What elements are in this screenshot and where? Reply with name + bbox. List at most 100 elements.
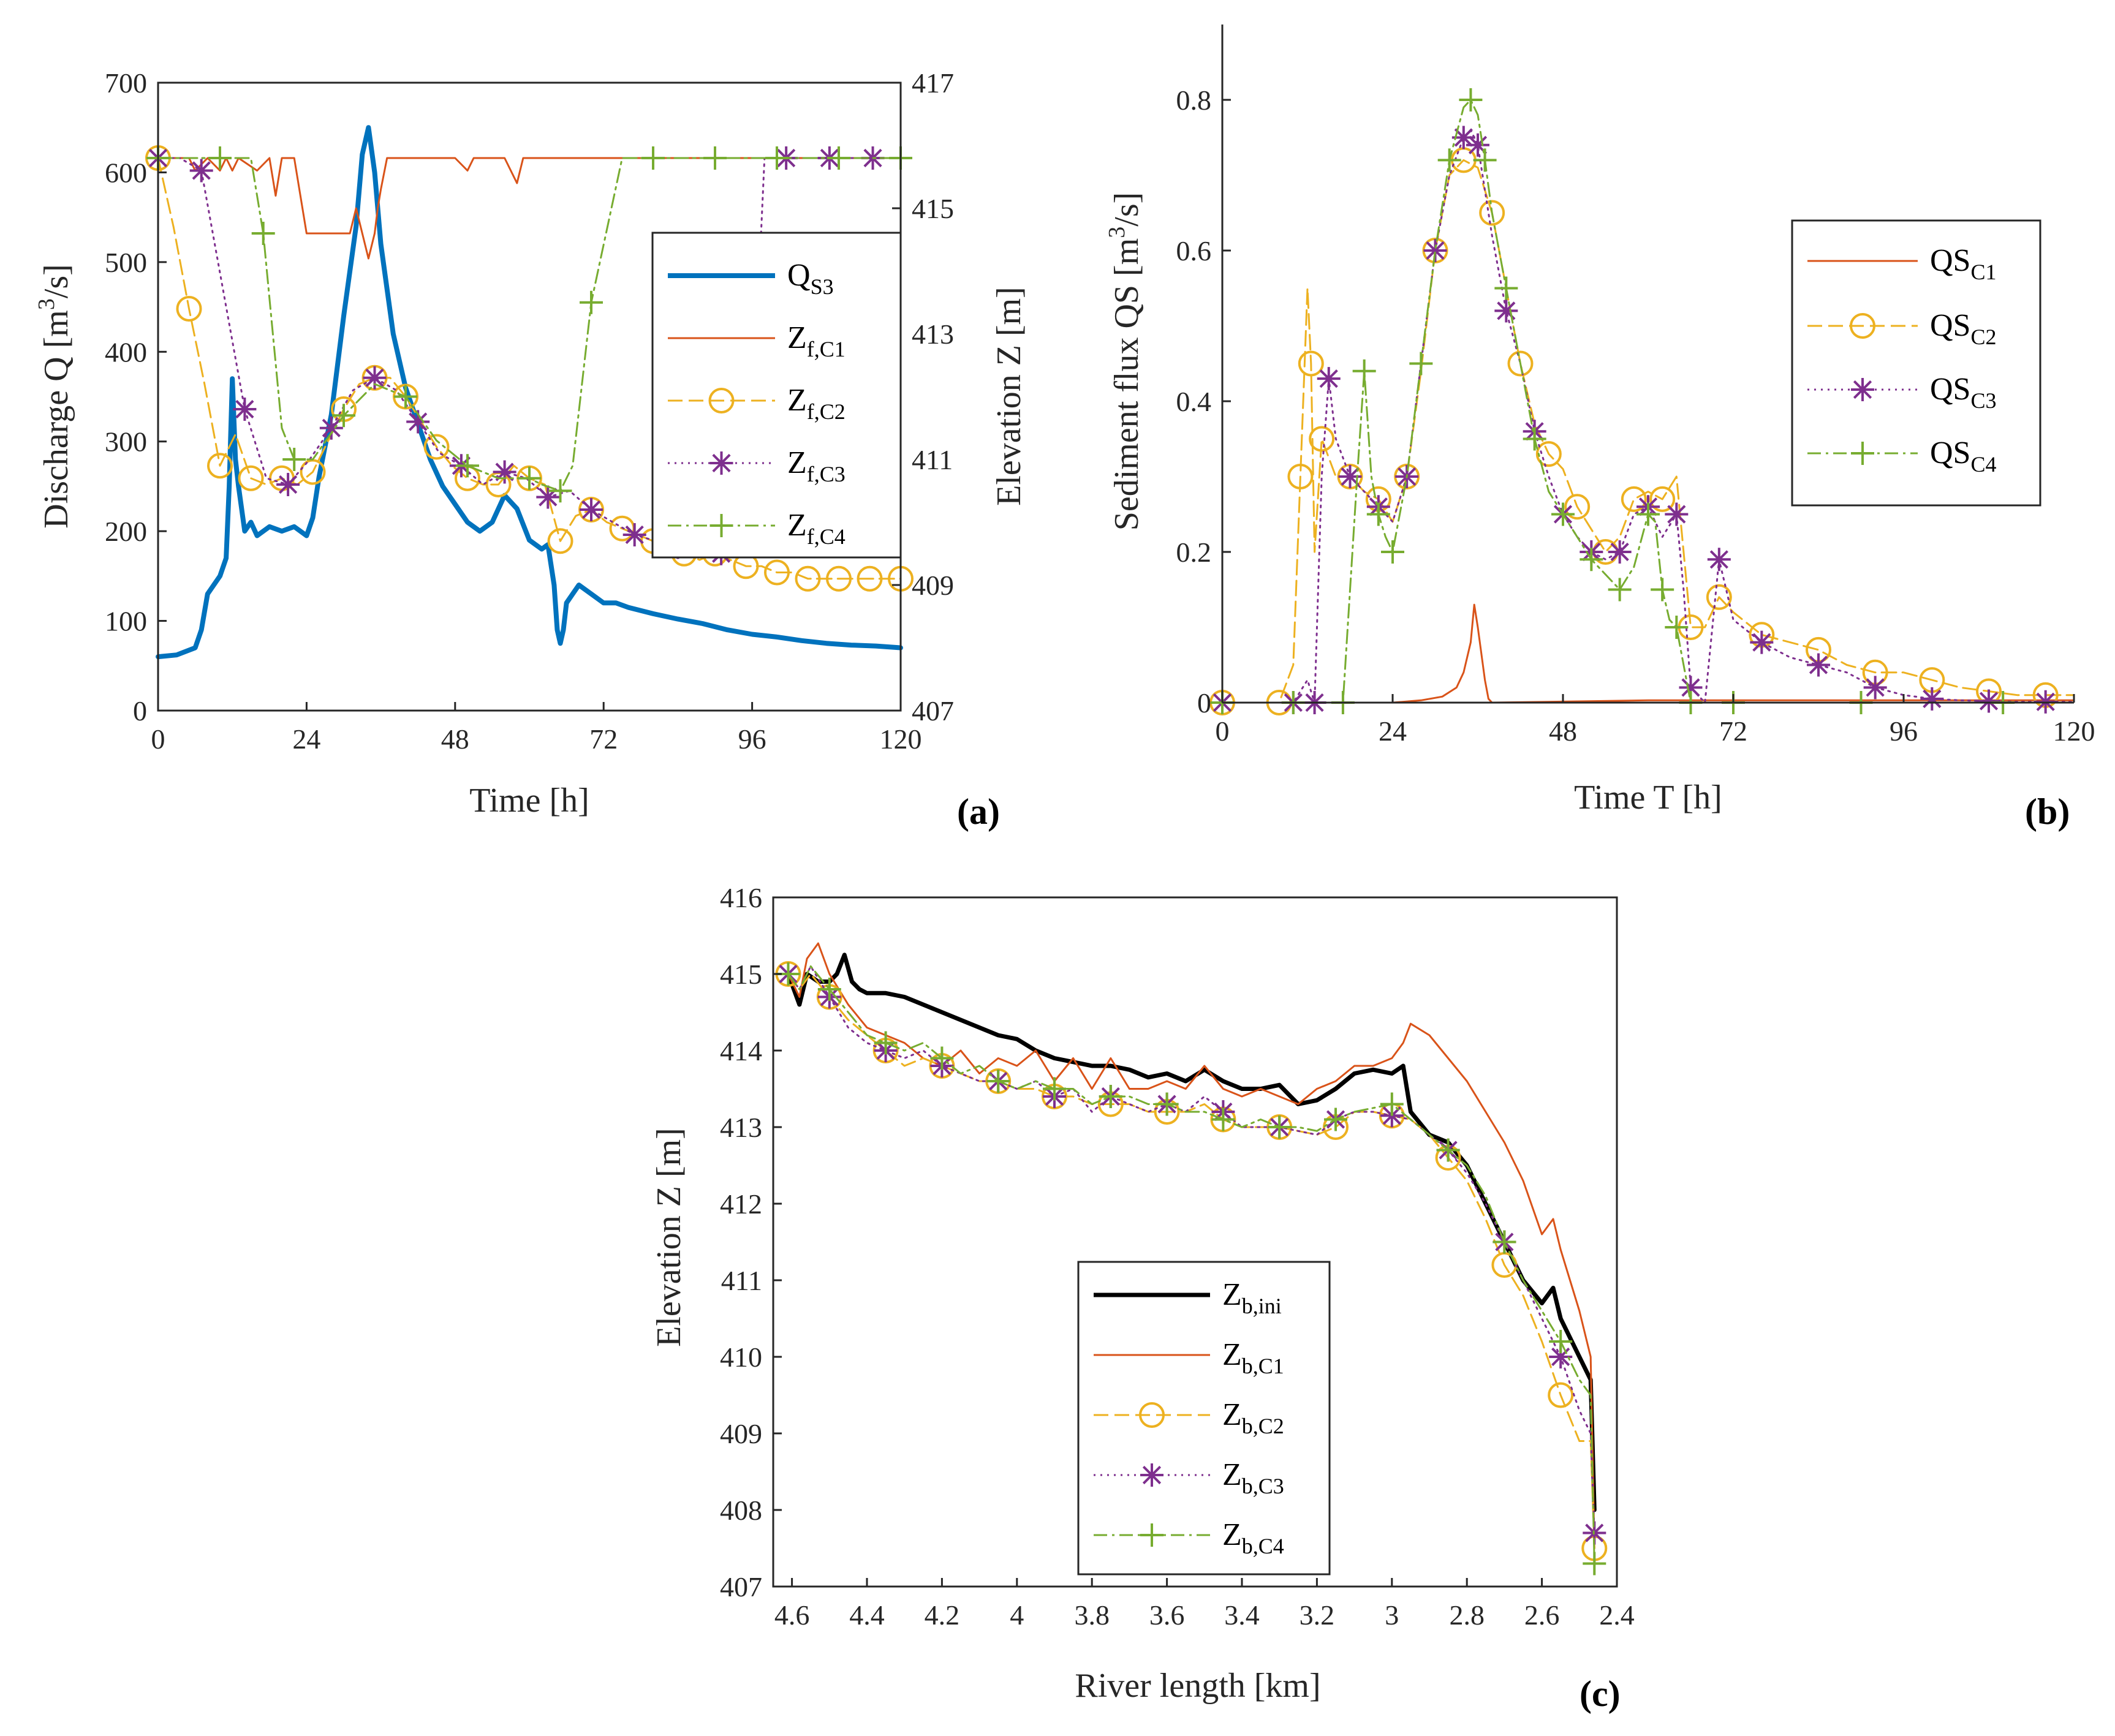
- series-c-ZbC2-line: [787, 973, 1595, 1549]
- panel-b-ytick-label: 0.2: [1176, 537, 1212, 568]
- panel-a-ytick-left-label: 300: [105, 426, 147, 458]
- series-c-ZbC4-marker: [1380, 1092, 1404, 1116]
- panel-c-xtick-label: 3.6: [1149, 1599, 1185, 1631]
- panel-c-xlabel: River length [km]: [1075, 1667, 1320, 1705]
- panel-c-xtick-label: 3: [1385, 1599, 1399, 1631]
- series-b-QSC4-marker: [1459, 88, 1483, 111]
- series-b-QSC2-marker: [1309, 426, 1335, 452]
- panel-a-ytick-left-label: 500: [105, 247, 147, 278]
- series-b-QSC3-marker: [1451, 126, 1475, 149]
- panel-c-ticks: 4.6 4.4 4.2 4 3.8 3.6 3.4 3.2 3 2.8 2.6 2.4 407 408 40…: [720, 882, 1635, 1631]
- series-b-QSC3-marker: [1977, 689, 2000, 713]
- legend-b-QSC2-marker: [1850, 313, 1875, 339]
- series-a-ZfC4-marker: [765, 146, 789, 170]
- series-c-ZbC3-line: [787, 965, 1595, 1534]
- series-b-QSC3-marker: [1665, 502, 1689, 526]
- series-a-ZfC4-marker: [208, 146, 232, 170]
- panel-a-ytick-left-label: 100: [105, 606, 147, 637]
- series-b-QSC4-marker: [1352, 359, 1376, 383]
- series-b-QSC3-marker: [1750, 630, 1774, 654]
- panel-c: 4.6 4.4 4.2 4 3.8 3.6 3.4 3.2 3 2.8 2.6 2.4 407 408 40…: [650, 882, 1635, 1714]
- series-a-ZfC2-marker: [176, 296, 202, 322]
- panel-a-ytick-left-label: 600: [105, 157, 147, 188]
- legend-c-zbc3: Zb,C3: [1222, 1457, 1284, 1498]
- panel-c-ytick-label: 411: [721, 1265, 762, 1296]
- series-c-ZbC4-line: [787, 965, 1595, 1564]
- series-a-ZfC4-marker: [703, 146, 727, 170]
- panel-a-xtick-label: 0: [151, 723, 165, 755]
- panel-a-ytick-right-label: 407: [912, 695, 954, 726]
- series-b-QSC1-line: [1221, 603, 2075, 704]
- panel-c-ytick-label: 408: [720, 1495, 762, 1526]
- series-a-ZfC2-marker: [764, 559, 790, 586]
- series-b-QSC4-marker: [1437, 148, 1461, 172]
- series-a-ZfC3-marker: [363, 366, 387, 390]
- panel-b-ylabel: Sediment flux QS [m3/s]: [1104, 192, 1146, 531]
- series-b-QSC4-marker: [1523, 427, 1546, 451]
- series-c-ZbC4-marker: [1436, 1138, 1460, 1162]
- series-b-QSC2-marker: [1706, 584, 1732, 610]
- panel-c-ytick-label: 415: [720, 959, 762, 990]
- panel-c-ytick-label: 416: [720, 882, 762, 913]
- series-b-QSC4-marker: [1551, 502, 1575, 526]
- legend-a-ZfC3-marker: [709, 451, 733, 475]
- panel-c-xtick-label: 4.4: [849, 1599, 885, 1631]
- series-b-QSC4-marker: [1651, 578, 1674, 602]
- panel-b-legend-box: [1791, 219, 2041, 507]
- series-a-ZfC4-marker: [456, 454, 479, 478]
- panel-c-ytick-label: 412: [720, 1188, 762, 1220]
- series-b-QSC2-marker: [1535, 441, 1562, 467]
- legend-a-zfc2: Zf,C2: [787, 383, 846, 424]
- panel-c-ytick-label: 413: [720, 1112, 762, 1143]
- series-a-ZfC2-marker: [238, 465, 264, 491]
- series-b-QSC2-marker: [1564, 494, 1591, 520]
- series-b-QSC3-marker: [1494, 299, 1518, 323]
- panel-a-ytick-left-label: 200: [105, 516, 147, 547]
- panel-a-ytick-left-label: 0: [133, 695, 147, 726]
- panel-b-label: (b): [2025, 791, 2070, 832]
- panel-b-xtick-label: 24: [1379, 715, 1407, 747]
- series-a-ZfC2-marker: [423, 434, 450, 460]
- series-c-ZbC4-marker: [1211, 1108, 1235, 1131]
- series-b-QSC2-marker: [1298, 350, 1324, 377]
- series-a-ZfC2-marker: [207, 453, 233, 479]
- series-a-ZfC4-marker: [827, 146, 850, 170]
- legend-a-zfc3: Zf,C3: [787, 445, 846, 486]
- series-b-QSC3-marker: [1920, 687, 1944, 711]
- series-a-ZfC3-marker: [406, 410, 430, 434]
- panel-a-ytick-right-label: 413: [912, 319, 954, 350]
- panel-a-xtick-label: 24: [292, 723, 320, 755]
- series-a-ZfC3-marker: [580, 498, 603, 521]
- panel-a-ytick-right-label: 409: [912, 570, 954, 601]
- panel-a-xtick-label: 120: [880, 723, 922, 755]
- series-b-QSC2-marker: [1479, 200, 1505, 226]
- series-a-ZfC3-line: [157, 157, 896, 555]
- legend-a-zfc1: Zf,C1: [787, 320, 846, 361]
- panel-c-xtick-label: 4.6: [774, 1599, 810, 1631]
- panel-c-xtick-label: 2.6: [1524, 1599, 1560, 1631]
- legend-a-qs3: QS3: [787, 258, 834, 299]
- legend-c-ZbC4-marker: [1140, 1523, 1163, 1547]
- legend-b-qsc3: QSC3: [1930, 372, 1997, 413]
- panel-a-xtick-label: 96: [738, 723, 766, 755]
- legend-b-QSC3-marker: [1851, 378, 1874, 401]
- panel-c-label: (c): [1580, 1674, 1621, 1714]
- series-b-QSC3-marker: [1608, 540, 1632, 564]
- series-a-ZfC3-marker: [536, 485, 560, 509]
- panel-c-ytick-label: 410: [720, 1342, 762, 1373]
- series-c-ZbC4-marker: [1099, 1085, 1122, 1108]
- panel-c-legend-box: [1077, 1261, 1331, 1576]
- series-a-ZfC4-marker: [518, 466, 541, 490]
- series-b-QSC3-marker: [1679, 676, 1703, 700]
- series-b-QSC3-marker: [1317, 367, 1341, 391]
- legend-c-zbc1: Zb,C1: [1222, 1337, 1284, 1378]
- series-b-QSC3-marker: [1863, 676, 1887, 700]
- panel-a-plot-area: [145, 125, 914, 660]
- series-a-ZfC3-marker: [319, 416, 343, 440]
- series-c-ZbC4-marker: [1268, 1115, 1292, 1139]
- panel-b-ticks: 0 24 48 72 96 120 0 0.2 0.4 0.6 0.8: [1176, 85, 2095, 747]
- panel-a-ticks: 0 24 48 72 96 120 0 100 200 300 400 500 600 700 407 409…: [105, 67, 954, 755]
- panel-a-ytick-left-label: 700: [105, 67, 147, 99]
- series-c-ZbC4-marker: [1155, 1092, 1179, 1116]
- legend-b-QSC4-marker: [1851, 442, 1874, 465]
